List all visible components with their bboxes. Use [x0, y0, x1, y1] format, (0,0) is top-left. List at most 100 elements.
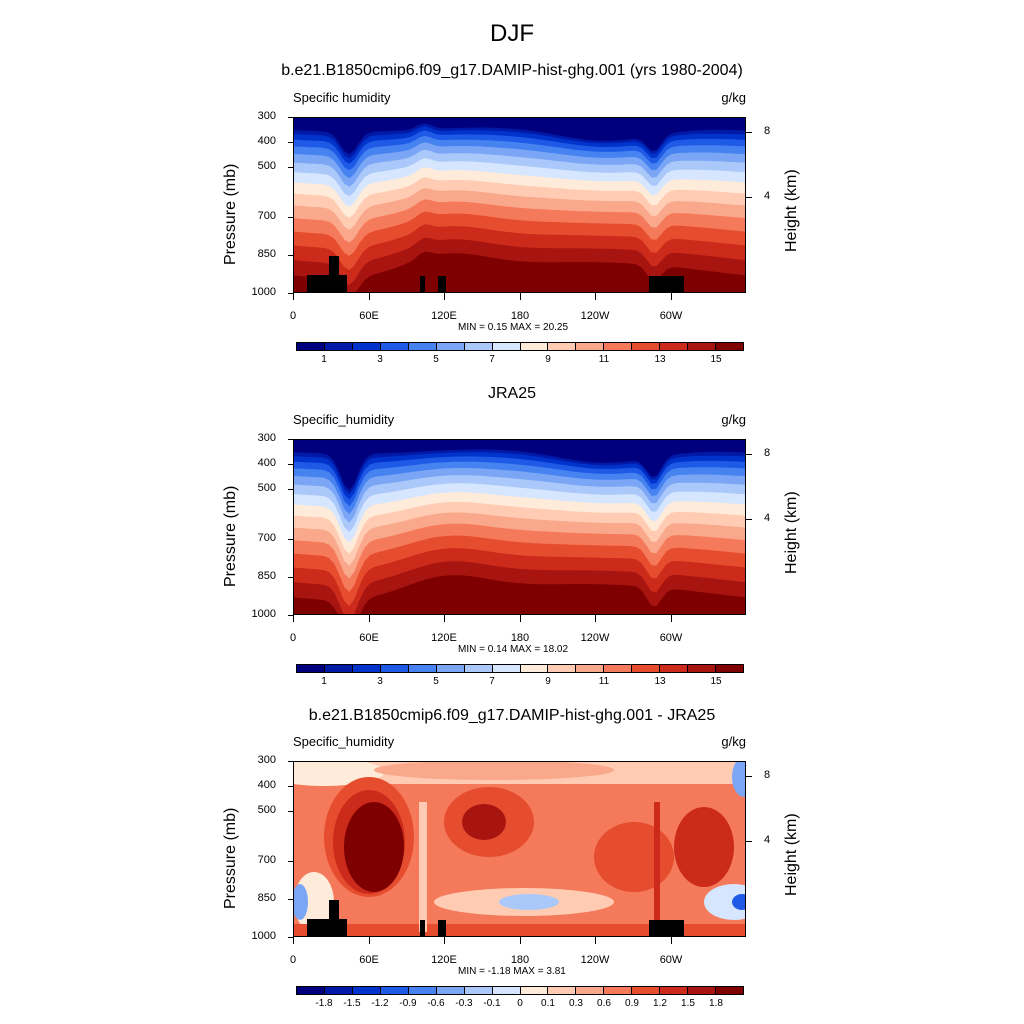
- y-axis-title: Pressure (mb): [222, 163, 239, 265]
- x-tick: [520, 293, 521, 300]
- colorbar-swatch: [576, 665, 605, 672]
- contour-band: [294, 924, 745, 936]
- topography-mask: [438, 920, 446, 936]
- colorbar-label: -1.5: [343, 998, 361, 1009]
- colorbar-swatch: [688, 665, 717, 672]
- x-tick-label: 120W: [580, 310, 610, 322]
- colorbar-label: 7: [489, 676, 495, 687]
- y-tick-label: 700: [257, 532, 276, 544]
- colorbar-label: -0.1: [483, 998, 501, 1009]
- x-tick-label: 120W: [580, 632, 610, 644]
- min-max-label: MIN = -1.18 MAX = 3.81: [458, 966, 566, 977]
- plot-area: [293, 117, 746, 293]
- colorbar-label: -0.6: [427, 998, 445, 1009]
- panel-title: JRA25: [487, 385, 537, 402]
- plot-area: [293, 439, 746, 615]
- x-tick: [293, 937, 294, 944]
- colorbar-swatch: [688, 343, 717, 350]
- x-tick: [444, 937, 445, 944]
- colorbar-swatch: [324, 343, 353, 350]
- y-tick-label: 850: [257, 892, 276, 904]
- colorbar-swatch: [660, 987, 689, 994]
- panel-units: g/kg: [721, 90, 746, 105]
- contour-band: [704, 884, 745, 920]
- colorbar-swatch: [548, 343, 577, 350]
- colorbar-swatch: [352, 343, 381, 350]
- colorbar-swatch: [688, 987, 717, 994]
- plot-area: [293, 761, 746, 937]
- x-tick-label: 60W: [659, 954, 683, 966]
- x-tick-label: 60E: [359, 310, 379, 322]
- x-tick-label: 0: [289, 310, 297, 322]
- colorbar: [296, 664, 744, 673]
- x-tick-label: 180: [510, 954, 530, 966]
- colorbar-swatch: [297, 343, 325, 350]
- y2-tick-label: 8: [764, 125, 771, 137]
- x-tick: [520, 615, 521, 622]
- y-tick: [288, 167, 293, 168]
- x-tick: [369, 937, 370, 944]
- y2-tick: [746, 454, 752, 455]
- y-tick-label: 500: [257, 804, 276, 816]
- x-tick-label: 120E: [431, 310, 457, 322]
- contour-plot: [294, 440, 745, 614]
- contour-plot: [294, 762, 745, 936]
- contour-band: [419, 802, 427, 932]
- y-tick-label: 300: [257, 754, 276, 766]
- contour-plot: [294, 118, 745, 292]
- topography-mask: [307, 275, 347, 292]
- topography-mask: [649, 920, 684, 936]
- x-tick-label: 60W: [659, 632, 683, 644]
- y-tick-label: 500: [257, 160, 276, 172]
- y-tick: [288, 615, 293, 616]
- colorbar-label: 0.9: [625, 998, 639, 1009]
- colorbar-swatch: [464, 987, 493, 994]
- y-tick-label: 700: [257, 854, 276, 866]
- y-tick: [288, 117, 293, 118]
- contour-band: [732, 762, 745, 797]
- colorbar-label: 0.6: [597, 998, 611, 1009]
- x-tick-label: 180: [510, 632, 530, 644]
- y-tick: [288, 899, 293, 900]
- contour-band: [462, 804, 506, 840]
- x-tick-label: 60E: [359, 954, 379, 966]
- colorbar-swatch: [492, 987, 521, 994]
- panel-units: g/kg: [721, 412, 746, 427]
- x-tick-label: 60W: [659, 310, 683, 322]
- colorbar-swatch: [520, 343, 549, 350]
- x-tick-label: 120E: [431, 632, 457, 644]
- y2-tick: [746, 132, 752, 133]
- colorbar-swatch: [464, 343, 493, 350]
- colorbar-label: 11: [598, 676, 610, 687]
- colorbar-label: 15: [710, 676, 722, 687]
- colorbar-swatch: [297, 665, 325, 672]
- colorbar: [296, 342, 744, 351]
- colorbar-swatch: [520, 987, 549, 994]
- y-tick: [288, 786, 293, 787]
- colorbar-label: -0.9: [399, 998, 417, 1009]
- panel-left-string: Specific_humidity: [293, 734, 395, 749]
- y-tick: [288, 539, 293, 540]
- contour-band: [294, 118, 745, 155]
- colorbar-label: 1: [321, 354, 327, 365]
- x-tick-label: 0: [289, 632, 297, 644]
- colorbar-label: 3: [377, 676, 383, 687]
- x-tick: [293, 293, 294, 300]
- colorbar-swatch: [716, 987, 743, 994]
- colorbar-swatch: [632, 665, 661, 672]
- y-tick-label: 1000: [251, 608, 276, 620]
- colorbar-label: -1.2: [371, 998, 389, 1009]
- x-tick: [369, 293, 370, 300]
- min-max-label: MIN = 0.14 MAX = 18.02: [458, 644, 569, 655]
- y2-axis-title: Height (km): [783, 169, 800, 252]
- colorbar-swatch: [660, 665, 689, 672]
- y2-axis-title: Height (km): [783, 491, 800, 574]
- x-tick: [671, 615, 672, 622]
- colorbar: [296, 986, 744, 995]
- contour-band: [294, 440, 745, 490]
- colorbar-label: 13: [654, 354, 666, 365]
- colorbar-label: 0: [517, 998, 523, 1009]
- topography-mask: [307, 919, 347, 936]
- colorbar-swatch: [548, 987, 577, 994]
- panel-left-string: Specific humidity: [293, 90, 391, 105]
